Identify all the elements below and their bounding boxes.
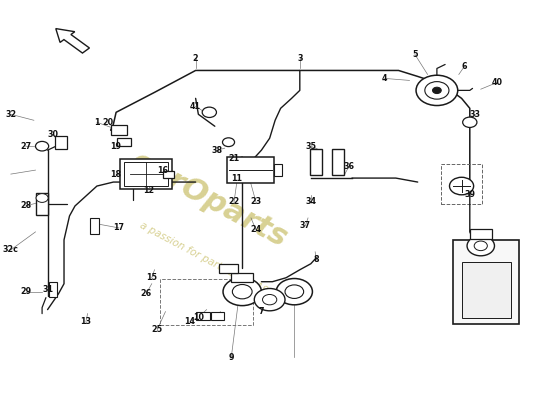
Bar <box>55 136 67 148</box>
Circle shape <box>467 236 494 256</box>
Text: 25: 25 <box>152 325 163 334</box>
Circle shape <box>474 241 487 251</box>
Text: 11: 11 <box>231 174 242 182</box>
Circle shape <box>416 75 458 106</box>
Text: 1: 1 <box>94 118 100 127</box>
Circle shape <box>285 285 304 298</box>
Circle shape <box>36 194 48 202</box>
Text: 40: 40 <box>492 78 503 87</box>
Bar <box>163 170 174 178</box>
Text: 24: 24 <box>250 225 261 234</box>
Bar <box>211 312 224 320</box>
Circle shape <box>202 107 217 118</box>
Circle shape <box>262 294 277 305</box>
Text: a passion for parts since 1985: a passion for parts since 1985 <box>138 220 281 303</box>
Bar <box>49 282 57 297</box>
Bar <box>196 312 210 320</box>
Text: 17: 17 <box>113 224 124 232</box>
Text: 12: 12 <box>144 186 155 194</box>
Text: 2: 2 <box>193 54 199 63</box>
Text: 34: 34 <box>305 198 316 206</box>
Bar <box>227 157 274 183</box>
Text: 6: 6 <box>461 62 467 71</box>
Text: 3: 3 <box>297 54 302 63</box>
Circle shape <box>232 284 252 299</box>
Text: 7: 7 <box>258 307 264 316</box>
Text: 38: 38 <box>212 146 223 155</box>
Text: 21: 21 <box>228 154 240 163</box>
Text: 28: 28 <box>20 202 31 210</box>
Bar <box>453 240 519 324</box>
Circle shape <box>223 278 261 306</box>
Text: 30: 30 <box>47 130 58 139</box>
Text: 41: 41 <box>190 102 201 111</box>
Text: 8: 8 <box>314 255 319 264</box>
Text: 27: 27 <box>20 142 31 151</box>
Text: 32c: 32c <box>3 245 19 254</box>
Circle shape <box>276 278 312 305</box>
Text: 32: 32 <box>6 110 16 119</box>
Circle shape <box>223 138 234 146</box>
Circle shape <box>463 117 477 128</box>
Text: 39: 39 <box>464 190 475 198</box>
Text: 20: 20 <box>102 118 113 127</box>
Bar <box>90 218 98 234</box>
Circle shape <box>449 177 474 195</box>
Text: 36: 36 <box>344 162 355 171</box>
Bar <box>274 164 282 176</box>
Circle shape <box>254 288 285 311</box>
Text: 10: 10 <box>193 313 204 322</box>
Bar <box>231 273 253 282</box>
Text: 5: 5 <box>412 50 417 59</box>
Text: 4: 4 <box>382 74 388 83</box>
Bar <box>160 279 253 324</box>
Bar <box>120 159 172 189</box>
Text: 23: 23 <box>250 198 261 206</box>
Text: eurOparts: eurOparts <box>126 146 293 254</box>
Bar <box>118 138 131 146</box>
Circle shape <box>425 82 449 99</box>
Text: 31: 31 <box>42 285 53 294</box>
Bar <box>111 125 127 135</box>
Bar <box>332 149 344 175</box>
Bar <box>310 149 322 175</box>
Text: 37: 37 <box>300 222 311 230</box>
Bar <box>470 229 492 239</box>
Bar <box>461 262 511 318</box>
Text: 18: 18 <box>111 170 122 178</box>
Text: 33: 33 <box>470 110 481 119</box>
Text: 26: 26 <box>141 289 152 298</box>
Circle shape <box>36 142 48 151</box>
Text: 13: 13 <box>80 317 91 326</box>
Text: 19: 19 <box>111 142 122 151</box>
Text: 9: 9 <box>228 353 234 362</box>
Circle shape <box>432 87 441 94</box>
Text: 22: 22 <box>228 198 240 206</box>
Text: 29: 29 <box>20 287 31 296</box>
Bar <box>124 162 168 186</box>
Text: 35: 35 <box>305 142 316 151</box>
Bar <box>441 164 482 204</box>
Text: 14: 14 <box>185 317 196 326</box>
Bar <box>36 193 48 215</box>
Text: 16: 16 <box>157 166 168 175</box>
Bar <box>219 264 238 273</box>
Text: 15: 15 <box>146 273 157 282</box>
FancyArrow shape <box>56 28 90 53</box>
